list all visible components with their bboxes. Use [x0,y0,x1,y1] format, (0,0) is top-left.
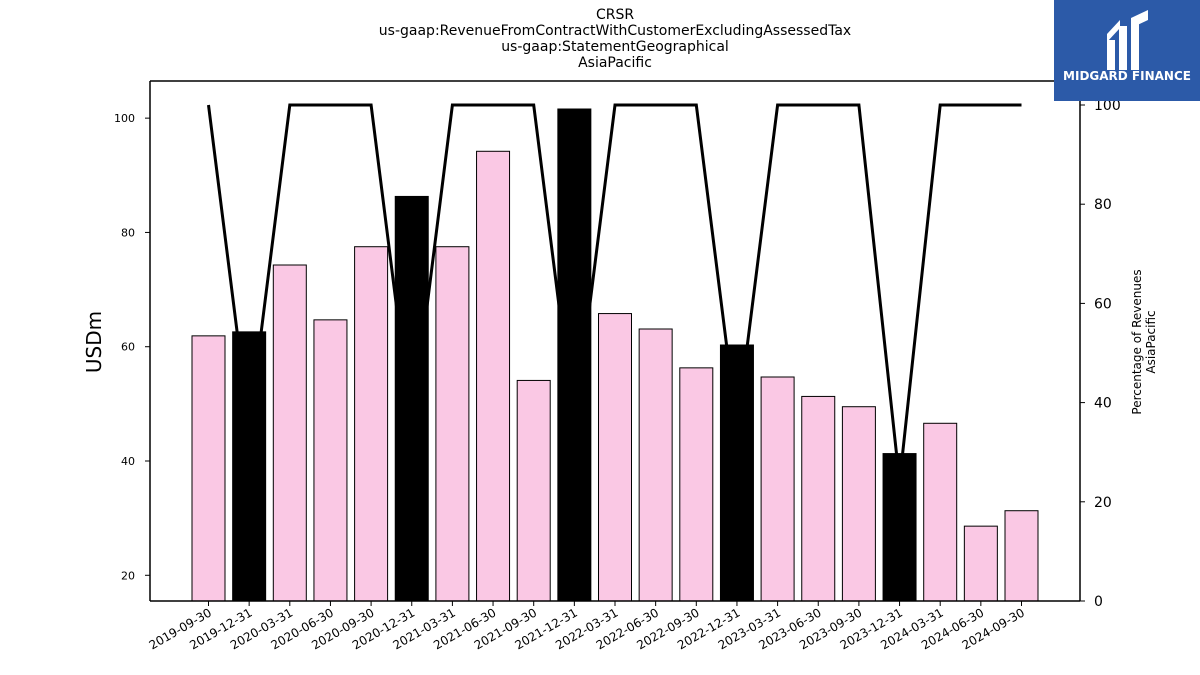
midgard-logo: MIDGARD FINANCE [1054,0,1200,101]
y2-tick-label: 0 [1094,594,1103,610]
bar [923,422,958,602]
bar [679,367,714,602]
bar [476,150,511,602]
bar [598,313,632,602]
bar [1004,510,1039,602]
bar [191,335,226,602]
bar [638,328,673,602]
y-tick-label: 80 [121,226,135,239]
bar [313,319,348,602]
bar [841,406,876,602]
y-tick-label: 40 [121,455,135,468]
y-axis-label: USDm [82,311,106,373]
logo-text: MIDGARD FINANCE [1063,69,1191,83]
bar [394,195,429,602]
bar [354,246,389,602]
bar [963,525,998,602]
bar [719,344,754,602]
percentage-line [207,103,1022,483]
y-tick-label: 60 [121,341,135,354]
chart-title: CRSR us-gaap:RevenueFromContractWithCust… [0,7,1200,71]
y2-axis-label-line2: AsiaPacific [1144,310,1158,373]
y-tick-label: 100 [114,112,135,125]
y2-axis-label-line1: Percentage of Revenues [1130,269,1144,414]
bar [760,376,795,602]
y2-tick-label: 40 [1094,396,1112,412]
title-line-concept: us-gaap:RevenueFromContractWithCustomerE… [378,23,852,39]
midgard-emblem-icon [1107,10,1148,70]
bar [516,379,551,602]
y2-tick-label: 60 [1094,296,1112,312]
bar [435,246,470,602]
bar [801,395,836,602]
title-line-axis: us-gaap:StatementGeographical [501,39,729,55]
title-line-member: AsiaPacific [578,55,652,71]
bar [272,264,307,602]
bar [557,108,592,602]
y2-tick-label: 100 [1094,98,1121,114]
title-line-ticker: CRSR [595,7,635,23]
y2-tick-label: 20 [1094,495,1112,511]
y2-tick-label: 80 [1094,197,1112,213]
bar [232,331,267,602]
y-tick-label: 20 [121,569,135,582]
